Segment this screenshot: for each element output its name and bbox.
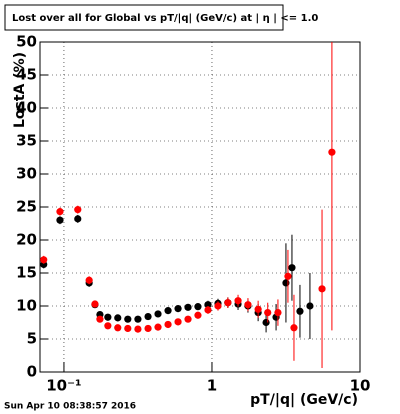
data-point (174, 318, 182, 326)
data-point (144, 324, 152, 333)
y-tick-label: 20 (16, 231, 37, 249)
data-point (184, 303, 192, 311)
data-point (288, 264, 296, 272)
data-point (318, 285, 326, 293)
data-point (91, 300, 99, 308)
data-point (134, 315, 142, 323)
data-point (194, 311, 202, 319)
y-tick-label: 25 (16, 198, 37, 216)
title-box (4, 4, 284, 31)
y-tick-label: 15 (16, 264, 37, 282)
data-point (56, 216, 64, 224)
y-tick-label: 35 (16, 132, 37, 150)
data-point (254, 305, 262, 313)
y-tick-label: 0 (27, 363, 37, 381)
x-tick-label: 1 (207, 377, 217, 395)
data-point (104, 322, 112, 330)
data-point (290, 324, 298, 332)
data-point (144, 312, 152, 321)
x-axis-label: pT/|q| (GeV/c) (250, 392, 358, 408)
data-point (40, 256, 48, 264)
data-point (328, 148, 336, 156)
x-tick-label: 10⁻¹ (46, 377, 81, 395)
data-point (85, 276, 93, 284)
data-point (194, 303, 202, 311)
data-point (224, 299, 232, 307)
y-tick-label: 5 (27, 330, 37, 348)
data-point (96, 315, 104, 323)
footer: Sun Apr 10 08:38:57 2016 (4, 402, 136, 412)
y-axis-label: LostA (%) (12, 52, 28, 128)
data-point (234, 297, 242, 305)
data-point (124, 315, 132, 323)
x-tick-label: 10 (350, 377, 371, 395)
data-point (184, 315, 192, 323)
data-point (264, 309, 272, 317)
data-point (164, 320, 172, 329)
data-point (104, 313, 112, 321)
data-point (284, 272, 292, 280)
plot-frame (39, 41, 361, 373)
data-point (262, 318, 270, 327)
data-point (204, 301, 212, 309)
data-point (124, 324, 132, 333)
y-tick-label: 40 (16, 99, 37, 117)
data-point (296, 307, 304, 315)
chart-title: Lost over all for Global vs pT/|q| (GeV/… (12, 13, 318, 24)
data-point (74, 215, 82, 223)
data-point (164, 307, 172, 315)
data-point (306, 302, 314, 310)
y-tick-label: 10 (16, 297, 37, 315)
y-tick-label: 30 (16, 165, 37, 183)
data-point (174, 305, 182, 313)
data-point (282, 279, 290, 287)
data-point (134, 325, 142, 333)
data-point (204, 306, 212, 314)
y-tick-label: 45 (16, 66, 37, 84)
data-point (154, 323, 162, 331)
data-point (114, 324, 122, 332)
data-point (244, 301, 252, 309)
data-point (274, 309, 282, 317)
y-tick-label: 50 (16, 33, 37, 51)
data-point (214, 302, 222, 310)
data-point (154, 310, 162, 318)
data-point (74, 206, 82, 214)
data-point (114, 314, 122, 322)
data-point (56, 208, 64, 216)
